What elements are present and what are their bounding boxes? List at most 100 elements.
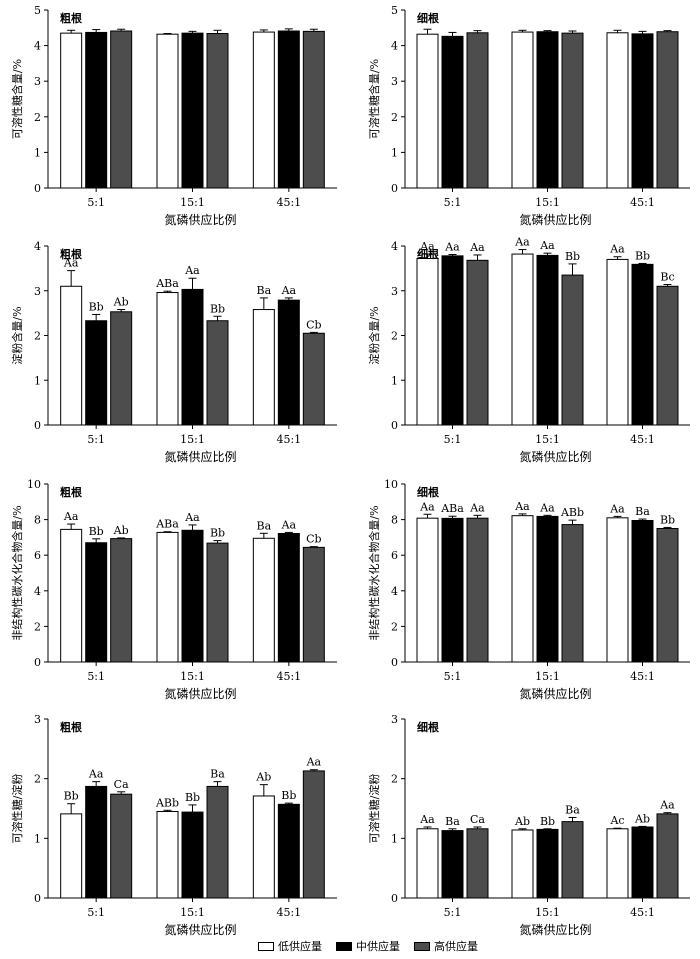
- bar: [511, 253, 534, 426]
- x-axis-label: 氮磷供应比例: [164, 922, 236, 937]
- bar: [302, 332, 325, 426]
- data-label: Ab: [113, 524, 129, 537]
- bar: [85, 785, 108, 899]
- data-label: Aa: [539, 239, 555, 252]
- x-tick-label: 45:1: [276, 670, 301, 683]
- y-tick-label: 4: [391, 40, 398, 53]
- y-tick-label: 0: [391, 892, 398, 905]
- y-tick-label: 0: [391, 656, 398, 669]
- bar: [511, 829, 534, 899]
- bar: [110, 30, 133, 189]
- data-label: ABa: [155, 518, 179, 531]
- data-label: Bb: [635, 249, 650, 262]
- data-label: Bb: [210, 527, 225, 540]
- bar: [511, 31, 534, 189]
- x-tick-label: 45:1: [276, 196, 301, 209]
- y-tick-label: 4: [34, 40, 41, 53]
- bar: [441, 517, 464, 663]
- y-tick-label: 1: [34, 832, 41, 845]
- y-tick-label: 1: [391, 374, 398, 387]
- bar: [561, 821, 584, 899]
- data-label: Bb: [185, 791, 200, 804]
- y-tick-label: 2: [391, 773, 398, 786]
- y-tick-label: 1: [391, 832, 398, 845]
- panel-root-label: 细根: [417, 720, 440, 734]
- data-label: Aa: [469, 241, 485, 254]
- data-label: Cb: [306, 318, 321, 331]
- bar: [606, 258, 629, 426]
- data-label: Ac: [609, 814, 624, 827]
- data-label: Ab: [634, 812, 650, 825]
- bar: [656, 528, 679, 663]
- panel-root-label: 粗根: [60, 720, 83, 734]
- bar: [536, 254, 559, 426]
- data-label: Ba: [257, 284, 272, 297]
- x-tick-label: 15:1: [535, 196, 560, 209]
- data-label: Bb: [281, 789, 296, 802]
- y-tick-label: 0: [391, 182, 398, 195]
- chart-panel-f: 0 2 4 6 8 10 非结构性碳水化合物含量/% 细根 5:1 Aa ABa Aa 15:1 Aa Aa…: [367, 478, 690, 701]
- bar: [441, 35, 464, 189]
- data-label: Bb: [540, 815, 555, 828]
- panel-root-label: 粗根: [60, 11, 83, 25]
- data-label: Bb: [89, 525, 104, 538]
- x-tick-label: 15:1: [180, 670, 205, 683]
- bar: [466, 828, 489, 899]
- panel-root-label: 粗根: [60, 247, 83, 261]
- y-tick-label: 8: [391, 514, 398, 527]
- bar: [60, 32, 83, 189]
- bar: [561, 274, 584, 426]
- panel-root-label: 粗根: [60, 485, 83, 499]
- y-axis-label: 可溶性糖含量/%: [10, 59, 24, 139]
- data-label: Aa: [63, 257, 79, 270]
- legend-swatch-low: [258, 941, 274, 951]
- data-label: Aa: [184, 511, 200, 524]
- y-tick-label: 6: [391, 549, 398, 562]
- panel-root-label: 细根: [417, 485, 440, 499]
- data-label: Ba: [635, 505, 650, 518]
- bar: [277, 30, 300, 189]
- bar: [252, 309, 275, 426]
- chart-panel-h: 0 1 2 3 可溶性糖/淀粉 细根 5:1 Aa Ba Ca 15:1 Ab Bb Ba 45:1 Ac Ab…: [367, 713, 690, 937]
- bar: [181, 811, 204, 899]
- x-tick-label: 15:1: [535, 433, 560, 446]
- bar: [156, 531, 179, 663]
- data-label: Aa: [63, 510, 79, 523]
- y-tick-label: 5: [34, 4, 41, 17]
- x-tick-label: 15:1: [180, 196, 205, 209]
- data-label: Aa: [469, 501, 485, 514]
- data-label: Aa: [609, 502, 625, 515]
- y-axis-label: 非结构性碳水化合物含量/%: [367, 505, 381, 640]
- data-label: Ba: [445, 815, 460, 828]
- bar: [536, 515, 559, 663]
- legend-label-mid: 中供应量: [356, 940, 400, 953]
- y-axis-label: 可溶性糖/淀粉: [367, 774, 381, 844]
- panel-root-label: 细根: [417, 11, 440, 25]
- x-tick-label: 45:1: [630, 906, 655, 919]
- data-label: Ba: [565, 803, 580, 816]
- x-tick-label: 45:1: [276, 906, 301, 919]
- y-tick-label: 2: [34, 620, 41, 633]
- chart-panel-b: 0 1 2 3 4 5 可溶性糖含量/% 细根 5:1 15:1 45:1 氮磷供应比例: [367, 4, 690, 227]
- bar: [441, 830, 464, 899]
- chart-panel-e: 0 2 4 6 8 10 非结构性碳水化合物含量/% 粗根 5:1 Aa Bb Ab 15:1 ABa Aa…: [10, 478, 337, 701]
- bar: [416, 517, 439, 663]
- bar: [156, 810, 179, 899]
- y-tick-label: 0: [34, 656, 41, 669]
- bar: [60, 285, 83, 426]
- bar: [181, 32, 204, 189]
- bar: [85, 542, 108, 663]
- bar: [206, 32, 229, 189]
- data-label: Aa: [514, 500, 530, 513]
- data-label: Aa: [306, 756, 322, 769]
- bar: [606, 828, 629, 899]
- bar: [466, 517, 489, 663]
- x-tick-label: 5:1: [444, 906, 462, 919]
- bar: [85, 31, 108, 189]
- bar: [156, 292, 179, 426]
- x-tick-label: 15:1: [535, 906, 560, 919]
- data-label: Aa: [281, 518, 297, 531]
- y-tick-label: 2: [391, 620, 398, 633]
- data-label: Aa: [419, 500, 435, 513]
